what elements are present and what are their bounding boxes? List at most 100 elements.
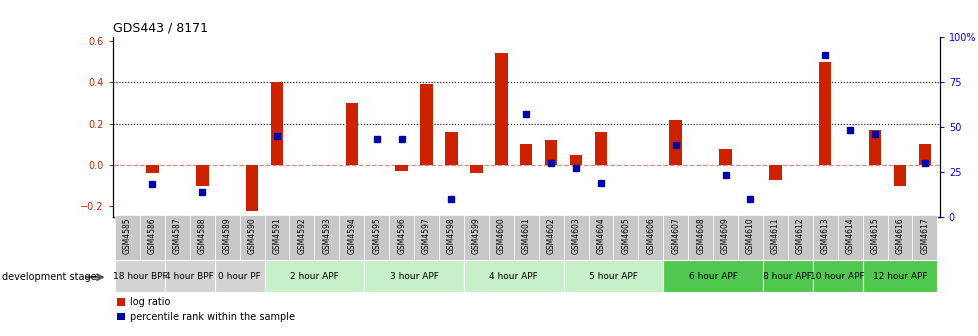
Bar: [893, 165, 906, 186]
Text: 12 hour APF: 12 hour APF: [871, 272, 926, 281]
Bar: [563, 260, 662, 292]
Bar: [812, 215, 837, 260]
Text: GSM4600: GSM4600: [496, 217, 506, 254]
Text: 6 hour APF: 6 hour APF: [688, 272, 736, 281]
Bar: [190, 215, 214, 260]
Bar: [495, 53, 507, 165]
Bar: [719, 149, 731, 165]
Bar: [389, 215, 414, 260]
Text: GSM4604: GSM4604: [596, 217, 604, 254]
Bar: [762, 260, 812, 292]
Text: GSM4593: GSM4593: [322, 217, 331, 254]
Text: 2 hour APF: 2 hour APF: [289, 272, 338, 281]
Bar: [613, 215, 638, 260]
Bar: [787, 215, 812, 260]
Bar: [867, 130, 880, 165]
Text: GSM4597: GSM4597: [422, 217, 430, 254]
Bar: [911, 215, 936, 260]
Bar: [214, 260, 264, 292]
Bar: [488, 215, 513, 260]
Text: GSM4602: GSM4602: [546, 217, 556, 254]
Text: 10 hour APF: 10 hour APF: [810, 272, 865, 281]
Bar: [339, 215, 364, 260]
Bar: [264, 215, 289, 260]
Text: development stage: development stage: [2, 272, 97, 282]
Bar: [862, 260, 936, 292]
Bar: [464, 260, 563, 292]
Bar: [469, 165, 482, 173]
Text: GSM4594: GSM4594: [347, 217, 356, 254]
Legend: log ratio, percentile rank within the sample: log ratio, percentile rank within the sa…: [117, 297, 294, 322]
Bar: [688, 215, 712, 260]
Bar: [669, 120, 682, 165]
Bar: [464, 215, 488, 260]
Text: 5 hour APF: 5 hour APF: [589, 272, 638, 281]
Text: GSM4614: GSM4614: [845, 217, 854, 254]
Bar: [245, 165, 258, 211]
Bar: [662, 215, 688, 260]
Bar: [569, 155, 582, 165]
Bar: [638, 215, 662, 260]
Bar: [917, 144, 930, 165]
Bar: [513, 215, 538, 260]
Text: GSM4605: GSM4605: [621, 217, 630, 254]
Bar: [140, 215, 164, 260]
Text: 8 hour APF: 8 hour APF: [763, 272, 812, 281]
Bar: [364, 260, 464, 292]
Bar: [712, 215, 737, 260]
Bar: [862, 215, 887, 260]
Text: 0 hour PF: 0 hour PF: [218, 272, 261, 281]
Text: GSM4591: GSM4591: [272, 217, 282, 254]
Text: 18 hour BPF: 18 hour BPF: [112, 272, 167, 281]
Text: GSM4606: GSM4606: [645, 217, 654, 254]
Text: GSM4589: GSM4589: [222, 217, 232, 254]
Bar: [769, 165, 780, 179]
Text: GSM4587: GSM4587: [173, 217, 182, 254]
Bar: [538, 215, 563, 260]
Text: GSM4608: GSM4608: [695, 217, 704, 254]
Bar: [737, 215, 762, 260]
Text: GSM4616: GSM4616: [895, 217, 904, 254]
Bar: [445, 132, 458, 165]
Text: 3 hour APF: 3 hour APF: [389, 272, 438, 281]
Bar: [762, 215, 787, 260]
Bar: [214, 215, 240, 260]
Bar: [271, 82, 283, 165]
Bar: [662, 260, 762, 292]
Text: 4 hour APF: 4 hour APF: [489, 272, 538, 281]
Text: GSM4598: GSM4598: [447, 217, 456, 254]
Bar: [519, 144, 532, 165]
Bar: [812, 260, 862, 292]
Bar: [345, 103, 358, 165]
Bar: [314, 215, 339, 260]
Text: GSM4586: GSM4586: [148, 217, 156, 254]
Bar: [164, 215, 190, 260]
Bar: [594, 132, 606, 165]
Bar: [164, 260, 214, 292]
Text: GSM4610: GSM4610: [745, 217, 754, 254]
Text: GSM4592: GSM4592: [297, 217, 306, 254]
Bar: [264, 260, 364, 292]
Bar: [438, 215, 464, 260]
Bar: [364, 215, 389, 260]
Bar: [289, 215, 314, 260]
Bar: [420, 84, 432, 165]
Text: GSM4585: GSM4585: [123, 217, 132, 254]
Bar: [887, 215, 911, 260]
Text: GSM4613: GSM4613: [820, 217, 829, 254]
Text: 4 hour BPF: 4 hour BPF: [165, 272, 214, 281]
Bar: [414, 215, 438, 260]
Text: GSM4617: GSM4617: [919, 217, 928, 254]
Text: GSM4607: GSM4607: [671, 217, 680, 254]
Bar: [819, 62, 830, 165]
Bar: [146, 165, 158, 173]
Text: GSM4588: GSM4588: [198, 217, 206, 254]
Text: GSM4603: GSM4603: [571, 217, 580, 254]
Bar: [545, 140, 556, 165]
Bar: [395, 165, 408, 171]
Bar: [588, 215, 613, 260]
Text: GSM4595: GSM4595: [372, 217, 380, 254]
Text: GSM4599: GSM4599: [471, 217, 480, 254]
Bar: [115, 215, 140, 260]
Bar: [837, 215, 862, 260]
